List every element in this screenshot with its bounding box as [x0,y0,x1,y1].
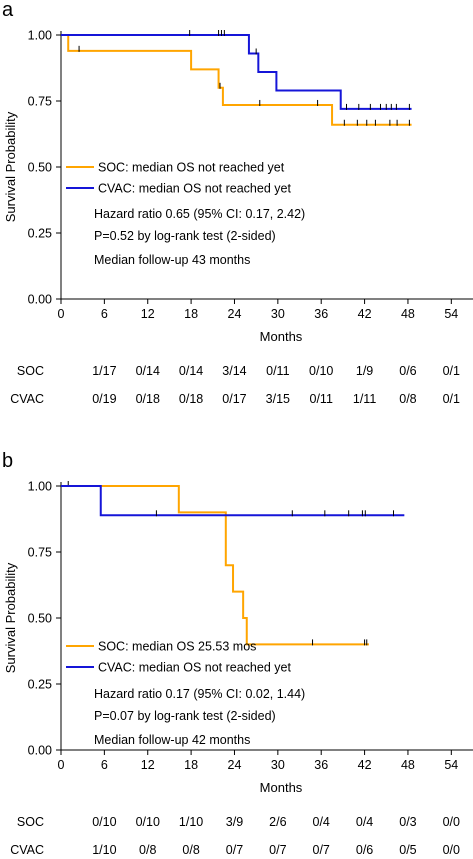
series-line-cvac [61,485,405,517]
x-tick-label: 0 [58,307,65,321]
series-line-soc [61,485,369,646]
risk-cell: 0/6 [399,364,416,378]
risk-cell: 0/5 [399,843,416,857]
risk-cell: 0/3 [399,815,416,829]
y-tick-label: 0.50 [28,161,52,175]
stat-annotation: Median follow-up 42 months [94,733,250,747]
risk-row-label: SOC [17,815,44,829]
series-line-soc [61,34,412,126]
km-panel-b: b 0 6 12 18 24 30 36 42 48 54 0.00 0.25 0.50 0.75 1.00 M… [2,450,473,857]
x-tick-label: 12 [141,307,155,321]
x-tick-label: 48 [401,307,415,321]
legend-label: SOC: median OS 25.53 mos [98,640,256,654]
risk-cell: 0/4 [313,815,330,829]
legend-label: SOC: median OS not reached yet [98,161,285,175]
y-tick-label: 0.75 [28,95,52,109]
risk-cell: 0/0 [443,843,460,857]
stat-annotation: Hazard ratio 0.65 (95% CI: 0.17, 2.42) [94,207,305,221]
risk-cell: 0/8 [182,843,199,857]
risk-row-label: CVAC [10,843,44,857]
risk-cell: 1/10 [92,843,116,857]
risk-cell: 0/7 [313,843,330,857]
risk-cell: 0/14 [136,364,160,378]
risk-cell: 1/11 [353,392,376,406]
x-tick-label: 54 [444,758,458,772]
panel-letter: b [2,450,13,472]
x-axis-title: Months [260,780,303,795]
risk-cell: 0/4 [356,815,373,829]
x-tick-label: 42 [358,307,372,321]
risk-cell: 0/1 [443,392,460,406]
x-axis-title: Months [260,329,303,344]
km-panel-a: a 0 6 12 18 24 30 36 42 48 54 0.00 0.25 0.50 0.75 1.00 M… [2,0,473,406]
risk-cell: 0/1 [443,364,460,378]
x-tick-label: 6 [101,758,108,772]
y-tick-label: 0.25 [28,227,52,241]
series-line-cvac [61,34,412,110]
risk-cell: 3/15 [266,392,290,406]
x-tick-label: 18 [184,758,198,772]
y-axis-title: Survival Probability [3,111,18,222]
risk-cell: 0/18 [136,392,160,406]
risk-row-label: CVAC [10,392,44,406]
risk-cell: 1/10 [179,815,203,829]
risk-cell: 0/8 [139,843,156,857]
y-tick-label: 0.50 [28,612,52,626]
risk-cell: 0/11 [310,392,333,406]
risk-cell: 0/0 [443,815,460,829]
panel-letter: a [2,0,14,21]
x-tick-label: 54 [444,307,458,321]
x-tick-label: 48 [401,758,415,772]
y-tick-label: 1.00 [28,29,52,43]
legend-label: CVAC: median OS not reached yet [98,182,291,196]
x-tick-label: 6 [101,307,108,321]
risk-cell: 0/17 [222,392,246,406]
risk-cell: 0/19 [92,392,116,406]
risk-cell: 0/14 [179,364,203,378]
y-axis-title: Survival Probability [3,562,18,673]
y-tick-label: 0.00 [28,744,52,758]
x-tick-label: 36 [314,758,328,772]
risk-cell: 1/17 [92,364,116,378]
risk-cell: 2/6 [269,815,286,829]
x-tick-label: 36 [314,307,328,321]
x-tick-label: 12 [141,758,155,772]
x-tick-label: 24 [228,307,242,321]
risk-cell: 0/7 [226,843,243,857]
risk-cell: 3/14 [222,364,246,378]
risk-cell: 3/9 [226,815,243,829]
y-tick-label: 0.75 [28,546,52,560]
legend-label: CVAC: median OS not reached yet [98,661,291,675]
risk-cell: 0/11 [266,364,289,378]
risk-cell: 0/7 [269,843,286,857]
risk-cell: 1/9 [356,364,373,378]
risk-row-label: SOC [17,364,44,378]
y-tick-label: 0.00 [28,293,52,307]
risk-cell: 0/10 [309,364,333,378]
stat-annotation: P=0.52 by log-rank test (2-sided) [94,229,276,243]
risk-cell: 0/10 [92,815,116,829]
risk-cell: 0/10 [136,815,160,829]
stat-annotation: Hazard ratio 0.17 (95% CI: 0.02, 1.44) [94,687,305,701]
x-tick-label: 18 [184,307,198,321]
x-tick-label: 0 [58,758,65,772]
x-tick-label: 30 [271,758,285,772]
stat-annotation: P=0.07 by log-rank test (2-sided) [94,709,276,723]
risk-cell: 0/8 [399,392,416,406]
y-tick-label: 1.00 [28,480,52,494]
stat-annotation: Median follow-up 43 months [94,253,250,267]
y-tick-label: 0.25 [28,678,52,692]
x-tick-label: 30 [271,307,285,321]
risk-cell: 0/18 [179,392,203,406]
x-tick-label: 24 [228,758,242,772]
x-tick-label: 42 [358,758,372,772]
risk-cell: 0/6 [356,843,373,857]
